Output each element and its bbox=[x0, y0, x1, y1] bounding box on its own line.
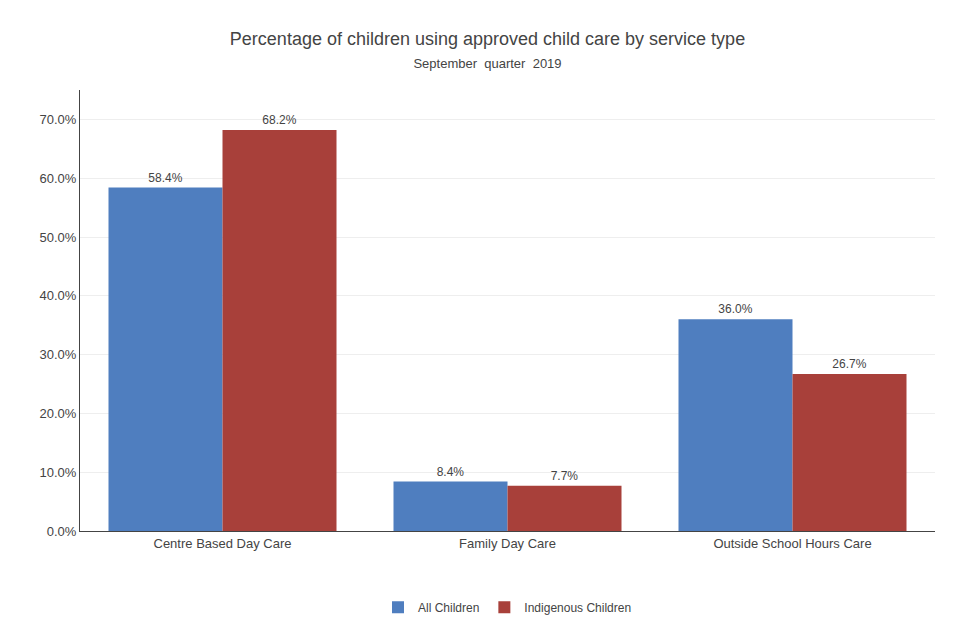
svg-text:58.4%: 58.4% bbox=[148, 171, 182, 185]
svg-text:8.4%: 8.4% bbox=[437, 465, 465, 479]
svg-text:10.0%: 10.0% bbox=[40, 465, 77, 480]
svg-text:Indigenous Children: Indigenous Children bbox=[524, 601, 631, 615]
svg-text:Family Day Care: Family Day Care bbox=[459, 536, 556, 551]
svg-text:Outside School Hours Care: Outside School Hours Care bbox=[713, 536, 871, 551]
svg-text:All Children: All Children bbox=[418, 601, 479, 615]
svg-text:68.2%: 68.2% bbox=[262, 113, 296, 127]
svg-text:26.7%: 26.7% bbox=[832, 357, 866, 371]
svg-text:Centre Based Day Care: Centre Based Day Care bbox=[153, 536, 291, 551]
svg-text:Percentage of children using a: Percentage of children using approved ch… bbox=[230, 29, 745, 71]
svg-text:60.0%: 60.0% bbox=[40, 171, 77, 186]
svg-text:70.0%: 70.0% bbox=[40, 112, 77, 127]
svg-text:36.0%: 36.0% bbox=[718, 302, 752, 316]
svg-text:50.0%: 50.0% bbox=[40, 230, 77, 245]
svg-text:20.0%: 20.0% bbox=[40, 406, 77, 421]
svg-text:0.0%: 0.0% bbox=[47, 524, 77, 539]
svg-text:40.0%: 40.0% bbox=[40, 288, 77, 303]
svg-text:7.7%: 7.7% bbox=[551, 469, 579, 483]
svg-text:30.0%: 30.0% bbox=[40, 347, 77, 362]
